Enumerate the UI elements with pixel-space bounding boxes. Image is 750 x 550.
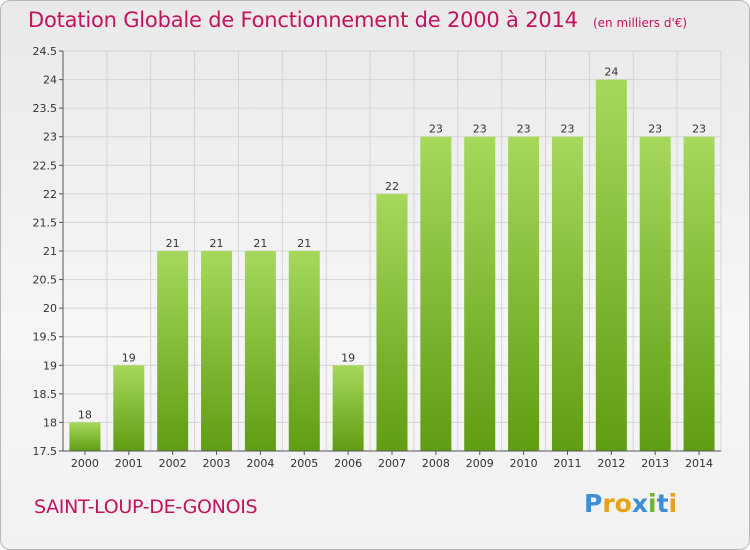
x-tick-label: 2004 xyxy=(246,457,274,470)
bar-2002 xyxy=(157,251,189,451)
logo-letter: P xyxy=(584,489,603,518)
logo-letter: i xyxy=(668,489,678,518)
logo-letter: t xyxy=(656,489,669,518)
y-tick-label: 17.5 xyxy=(33,445,58,458)
data-labels: 18 19 21 21 21 21 19 22 23 23 23 23 24 23 23 xyxy=(78,66,706,422)
logo-letter: r xyxy=(602,489,615,518)
logo-letter: o xyxy=(614,489,632,518)
data-label-2010: 23 xyxy=(517,123,531,136)
x-tick-label: 2008 xyxy=(422,457,450,470)
data-label-2013: 23 xyxy=(648,123,662,136)
y-tick-label: 23 xyxy=(43,131,57,144)
data-label-2011: 23 xyxy=(560,123,574,136)
data-label-2003: 21 xyxy=(210,237,224,250)
bar-2009 xyxy=(464,136,496,451)
data-label-2005: 21 xyxy=(297,237,311,250)
logo-letter: x xyxy=(631,489,648,518)
data-label-2008: 23 xyxy=(429,123,443,136)
x-tick-label: 2010 xyxy=(510,457,538,470)
y-tick-label: 18 xyxy=(43,416,57,429)
y-tick-label: 21 xyxy=(43,245,57,258)
x-tick-label: 2006 xyxy=(334,457,362,470)
y-tick-label: 20.5 xyxy=(33,274,58,287)
data-label-2000: 18 xyxy=(78,408,92,421)
bar-2003 xyxy=(201,251,233,451)
data-label-2002: 21 xyxy=(166,237,180,250)
y-tick-label: 21.5 xyxy=(33,216,58,229)
x-tick-label: 2000 xyxy=(71,457,99,470)
data-label-2012: 24 xyxy=(604,66,618,79)
x-tick-label: 2012 xyxy=(597,457,625,470)
bar-2010 xyxy=(508,136,540,451)
data-label-2014: 23 xyxy=(692,123,706,136)
bar-2000 xyxy=(69,422,101,451)
y-tick-label: 24 xyxy=(43,74,57,87)
y-tick-label: 19 xyxy=(43,359,57,372)
y-tick-label: 23.5 xyxy=(33,102,58,115)
x-tick-label: 2009 xyxy=(466,457,494,470)
y-tick-label: 22.5 xyxy=(33,159,58,172)
title-row: Dotation Globale de Fonctionnement de 20… xyxy=(28,8,687,32)
y-tick-label: 18.5 xyxy=(33,388,58,401)
x-tick-label: 2013 xyxy=(641,457,669,470)
bar-2008 xyxy=(420,136,452,451)
data-label-2007: 22 xyxy=(385,180,399,193)
x-tick-label: 2002 xyxy=(159,457,187,470)
chart-title: Dotation Globale de Fonctionnement de 20… xyxy=(28,8,578,32)
proxiti-logo[interactable]: Proxiti xyxy=(584,489,677,518)
bar-2007 xyxy=(376,193,408,451)
y-tick-label: 20 xyxy=(43,302,57,315)
x-tick-label: 2005 xyxy=(290,457,318,470)
bars xyxy=(69,79,715,452)
bar-2011 xyxy=(551,136,583,451)
y-tick-label: 22 xyxy=(43,188,57,201)
data-label-2001: 19 xyxy=(122,351,136,364)
x-tick-label: 2001 xyxy=(115,457,143,470)
bar-2014 xyxy=(683,136,715,451)
x-tick-label: 2007 xyxy=(378,457,406,470)
data-label-2004: 21 xyxy=(253,237,267,250)
logo-letter: i xyxy=(648,489,657,518)
axes: 17.5 18 18.5 19 19.5 20 20.5 21 21.5 22 22.5 23 23.5… xyxy=(33,45,721,470)
bar-2012 xyxy=(595,79,627,452)
x-tick-label: 2011 xyxy=(553,457,581,470)
y-tick-label: 24.5 xyxy=(33,45,58,58)
bar-2006 xyxy=(332,365,364,451)
y-tick-label: 19.5 xyxy=(33,331,58,344)
bar-2001 xyxy=(113,365,145,451)
data-label-2009: 23 xyxy=(473,123,487,136)
x-tick-label: 2014 xyxy=(685,457,713,470)
x-tick-label: 2003 xyxy=(203,457,231,470)
bar-2013 xyxy=(639,136,671,451)
bar-2005 xyxy=(288,251,320,451)
chart-subtitle: (en milliers d'€) xyxy=(592,16,688,30)
data-label-2006: 19 xyxy=(341,351,355,364)
bar-2004 xyxy=(244,251,276,451)
commune-name: SAINT-LOUP-DE-GONOIS xyxy=(34,496,258,518)
